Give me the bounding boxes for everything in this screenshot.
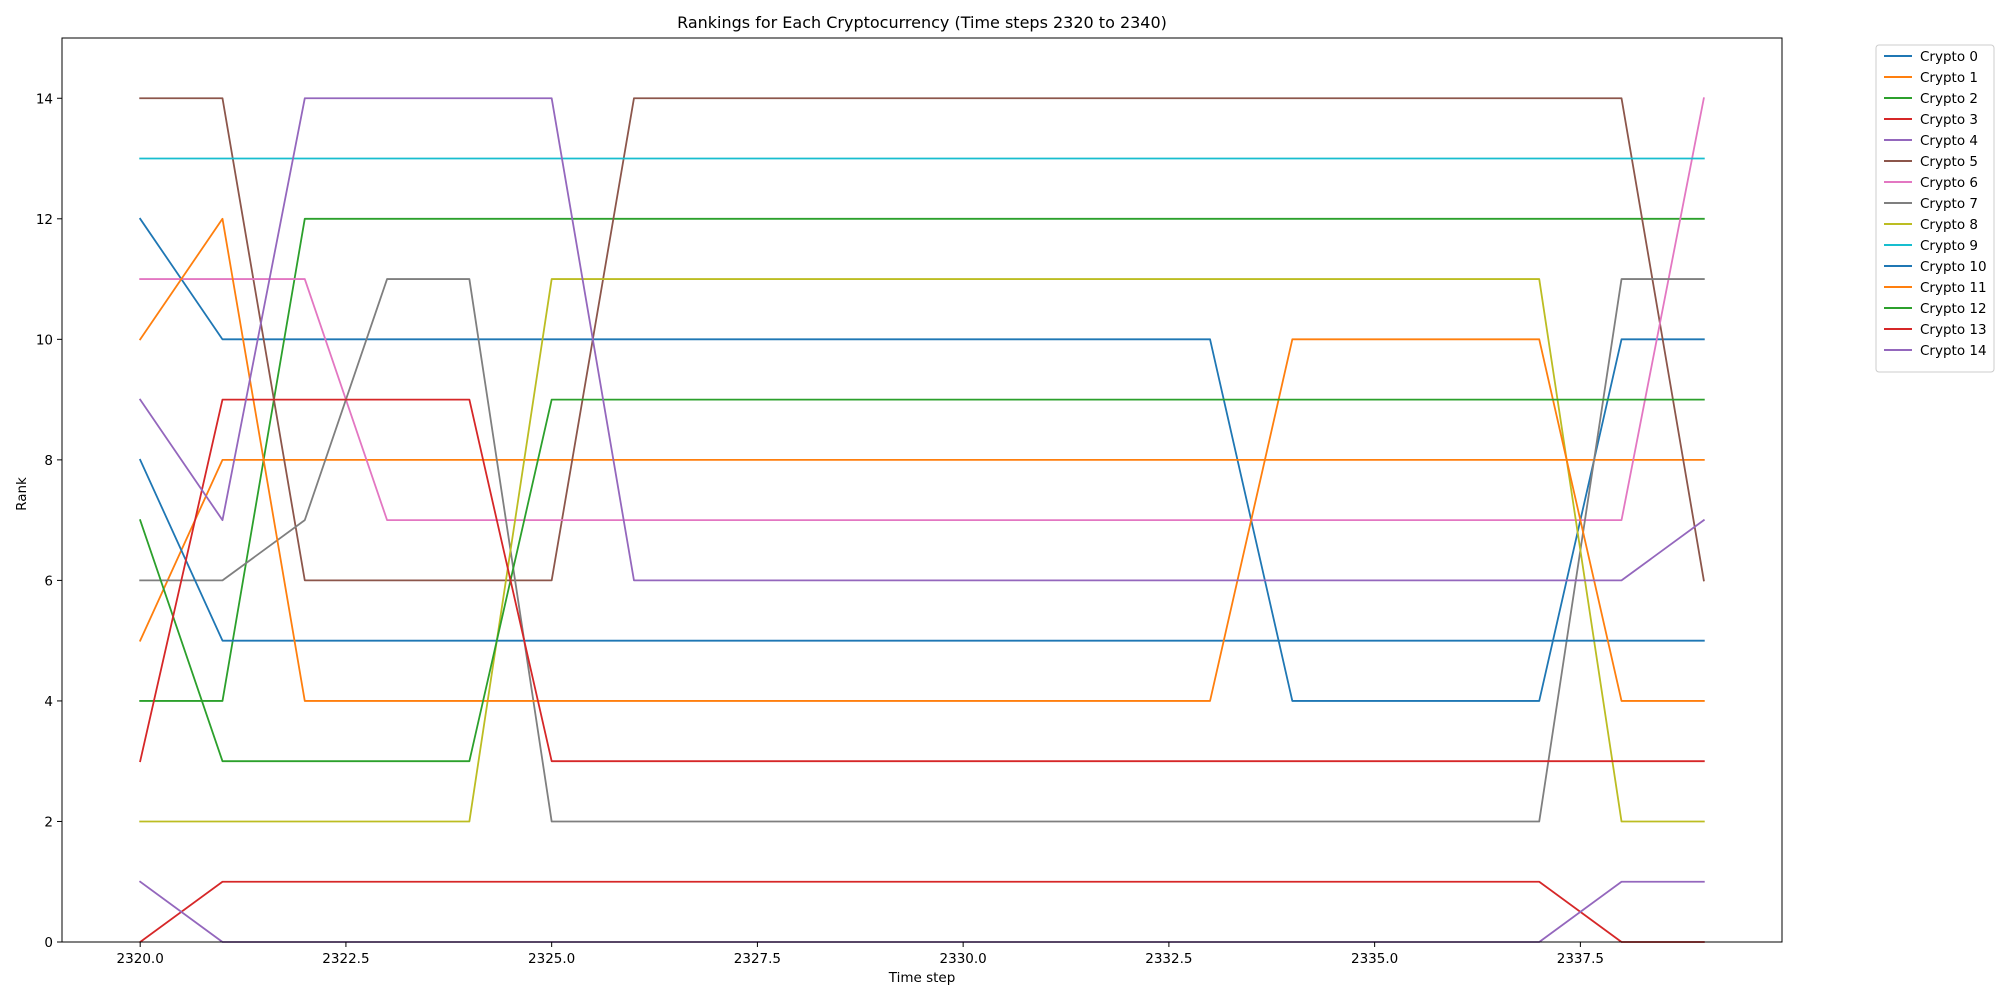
legend-label: Crypto 13 [1920,322,1987,338]
series-line-1 [138,458,1705,642]
series-line-7 [139,278,1705,823]
x-tick-label: 2322.5 [322,951,369,967]
legend-label: Crypto 10 [1920,259,1987,275]
legend-label: Crypto 0 [1920,49,1978,65]
x-tick-label: 2337.5 [1557,951,1604,967]
x-tick-label: 2332.5 [1145,951,1192,967]
series-line-11 [138,217,1705,702]
legend-label: Crypto 12 [1920,301,1987,317]
series-line-14 [138,97,1706,582]
y-axis-label: Rank [14,477,30,511]
y-tick-label: 10 [36,332,53,348]
series-line-10 [138,458,1705,642]
chart-title: Rankings for Each Cryptocurrency (Time s… [677,13,1167,32]
legend-label: Crypto 7 [1920,196,1978,212]
y-tick-label: 14 [36,91,53,107]
series-line-5 [139,97,1705,582]
plot-area [61,37,1783,944]
series-line-3 [138,880,1705,944]
series-line-12 [139,398,1705,763]
legend-label: Crypto 11 [1920,280,1987,296]
y-tick-label: 4 [44,694,53,710]
series-line-2 [139,217,1705,702]
legend-label: Crypto 5 [1920,154,1978,170]
series-line-13 [139,398,1705,763]
x-tick-label: 2335.0 [1351,951,1398,967]
x-axis: 2320.0 2322.5 2325.0 2327.5 2330.0 2332.5 2335… [117,942,1604,967]
x-tick-label: 2325.0 [528,951,575,967]
legend-label: Crypto 6 [1920,175,1978,191]
legend-label: Crypto 2 [1920,91,1978,107]
series-line-4 [138,880,1705,943]
legend-label: Crypto 9 [1920,238,1978,254]
legend-label: Crypto 8 [1920,217,1978,233]
legend-label: Crypto 3 [1920,112,1978,128]
x-tick-label: 2327.5 [734,951,781,967]
series-line-0 [138,217,1705,702]
legend-box [1875,44,1995,373]
y-tick-label: 0 [44,935,53,951]
legend-label: Crypto 1 [1920,70,1978,86]
plot-frame [61,37,1783,943]
y-tick-label: 12 [36,212,53,228]
legend-label: Crypto 14 [1920,343,1987,359]
y-axis: 0 2 4 6 8 10 12 14 [36,91,62,951]
x-tick-label: 2320.0 [117,951,164,967]
y-tick-label: 2 [44,814,53,830]
legend: Crypto 0 Crypto 1 Crypto 2 Crypto 3 Crypto 4… [1875,44,1995,373]
legend-label: Crypto 4 [1920,133,1978,149]
x-tick-label: 2330.0 [940,951,987,967]
series-line-8 [139,278,1705,823]
y-tick-label: 6 [44,573,53,589]
y-tick-label: 8 [44,453,53,469]
x-axis-label: Time step [888,970,956,986]
series-line-6 [139,97,1705,522]
